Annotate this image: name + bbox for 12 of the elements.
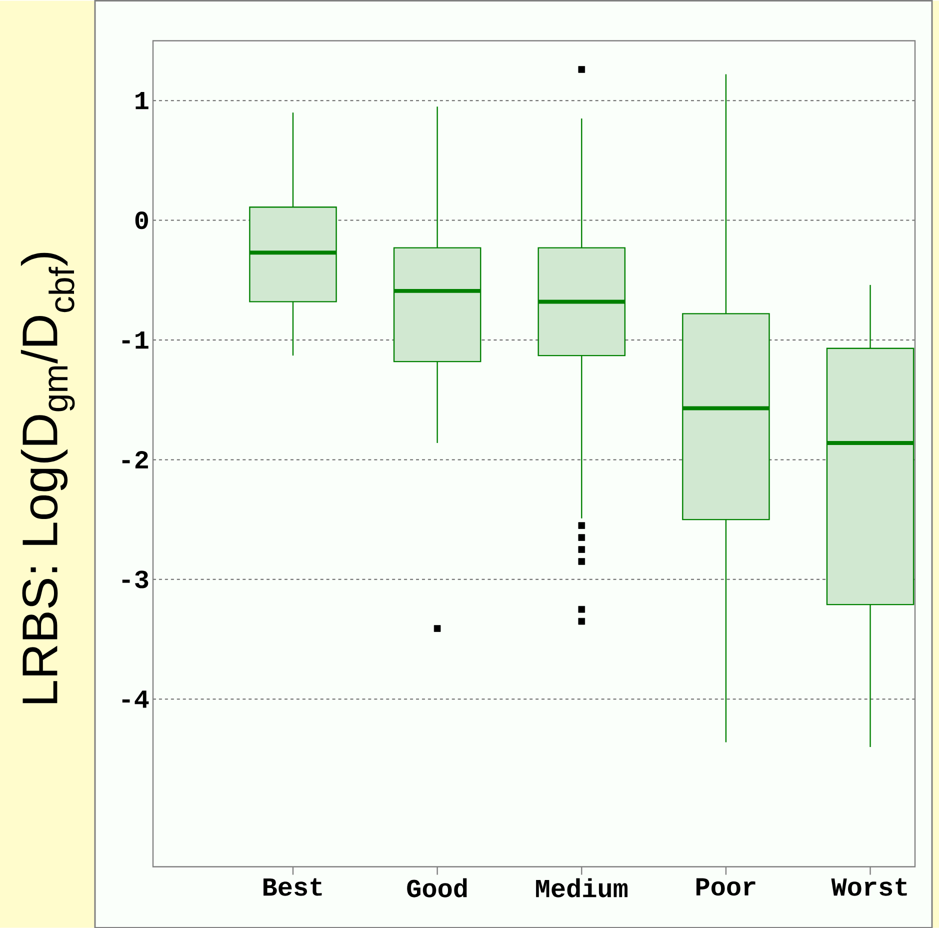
y-tick-label: -1	[122, 331, 148, 348]
y-tick-label: 1	[136, 92, 148, 109]
x-tick-label: Poor	[696, 878, 756, 896]
x-tick-label: Medium	[536, 878, 628, 898]
x-tick-label: Good	[407, 878, 467, 898]
y-tick-label: -3	[122, 570, 148, 588]
y-tick-label: -4	[122, 690, 149, 708]
y-tick-label: -2	[122, 450, 148, 468]
y-tick-label: 0	[135, 211, 148, 229]
x-tick-label: Best	[264, 878, 322, 896]
y-axis-title: LRBS: Log(D$_{gm}$/D$_{cbf}$)	[20, 252, 75, 703]
x-tick-label: Worst	[831, 878, 907, 896]
